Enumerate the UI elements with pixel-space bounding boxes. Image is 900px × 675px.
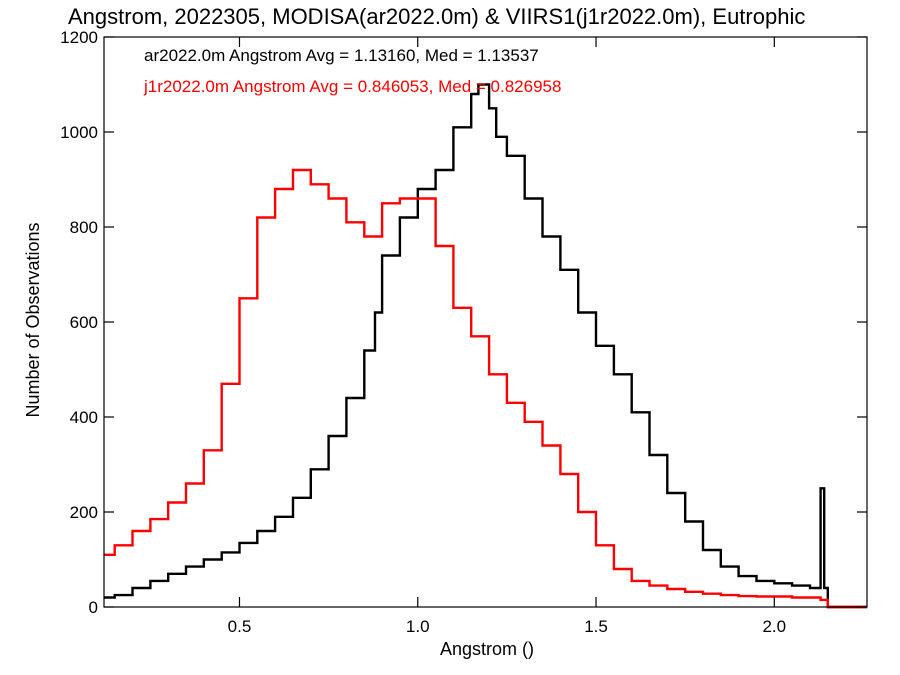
- y-tick-label: 0: [89, 598, 98, 617]
- x-axis-ticks: 0.5 1.0 1.5 2.0: [228, 37, 786, 636]
- series-line-ar2022-0m: [104, 83, 867, 609]
- annotation-ar2022: ar2022.0m Angstrom Avg = 1.13160, Med = …: [144, 46, 539, 65]
- y-tick-label: 400: [70, 408, 98, 427]
- y-tick-label: 600: [70, 313, 98, 332]
- y-axis-ticks: 0 200 400 600 800 1000 1200: [60, 28, 867, 617]
- y-tick-label: 800: [70, 218, 98, 237]
- y-tick-label: 1000: [60, 123, 98, 142]
- y-tick-label: 200: [70, 503, 98, 522]
- plot-lines: [104, 83, 867, 609]
- chart-title: Angstrom, 2022305, MODISA(ar2022.0m) & V…: [68, 4, 805, 29]
- x-tick-label: 0.5: [228, 617, 252, 636]
- annotation-j1r2022: j1r2022.0m Angstrom Avg = 0.846053, Med …: [143, 77, 561, 96]
- series-line-j1r2022-0m: [104, 168, 867, 609]
- x-axis-title: Angstrom (): [440, 639, 534, 659]
- x-tick-label: 1.0: [406, 617, 430, 636]
- x-tick-label: 1.5: [584, 617, 608, 636]
- y-tick-label: 1200: [60, 28, 98, 47]
- x-tick-label: 2.0: [762, 617, 786, 636]
- y-axis-title: Number of Observations: [23, 222, 43, 417]
